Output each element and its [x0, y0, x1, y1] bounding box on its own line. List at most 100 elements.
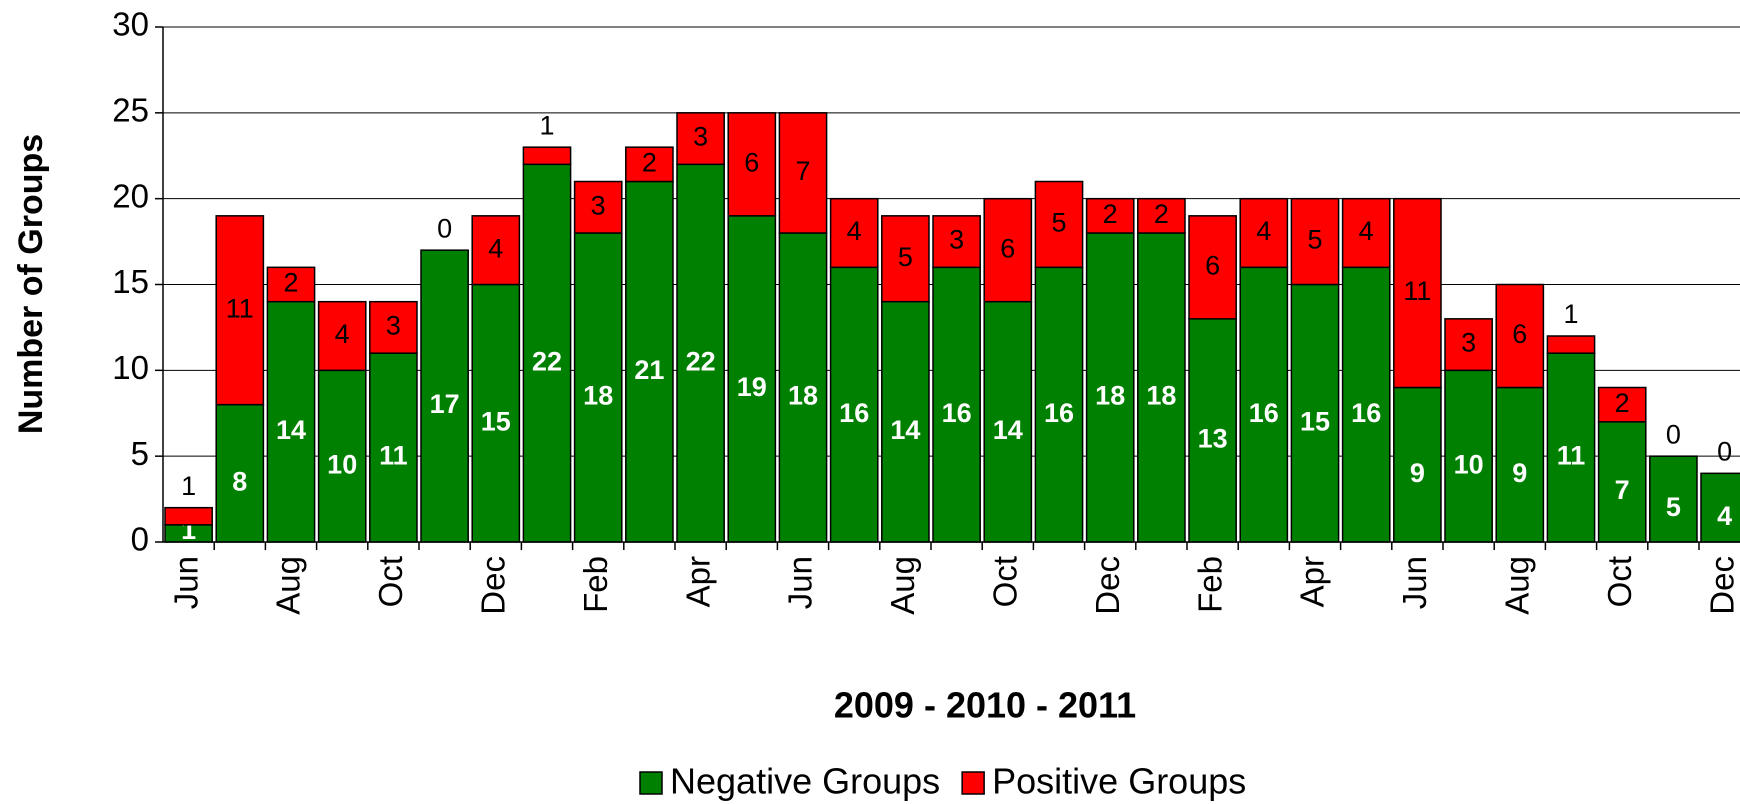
data-label: 3 [1461, 328, 1476, 358]
data-label: 18 [583, 381, 613, 411]
bar-segment [932, 215, 981, 269]
bar-segment [266, 266, 316, 303]
bar-segment [676, 112, 725, 166]
data-label: 0 [1666, 419, 1681, 449]
data-label: 2 [1154, 199, 1169, 229]
bar-segment [1085, 197, 1135, 234]
bar-segment [215, 215, 265, 406]
y-tick-label: 25 [112, 92, 149, 129]
data-label: 11 [1557, 441, 1586, 471]
data-label: 15 [1300, 406, 1330, 436]
bar-segment [1137, 197, 1186, 234]
data-label: 9 [1410, 458, 1425, 488]
data-label: 16 [942, 398, 972, 428]
data-label: 4 [488, 233, 503, 263]
bar-segment [369, 300, 418, 354]
data-label: 2 [283, 268, 298, 298]
data-label: 16 [1351, 398, 1381, 428]
data-label: 1 [181, 471, 196, 501]
legend-swatch [961, 771, 985, 795]
data-label: 5 [1666, 492, 1681, 522]
bar-segment [983, 197, 1033, 303]
bar-segment [317, 300, 367, 372]
data-label: 2 [1103, 199, 1118, 229]
legend-label: Positive Groups [992, 761, 1246, 802]
data-label: 10 [327, 449, 357, 479]
data-label: 11 [1403, 276, 1431, 306]
x-tick-label: Dec [1703, 556, 1740, 615]
bar-segment [1546, 335, 1596, 354]
bar-segment [471, 283, 521, 543]
y-tick-label: 30 [112, 6, 149, 43]
data-label: 19 [737, 372, 767, 402]
bar-segment [625, 146, 674, 183]
data-label: 16 [1249, 398, 1279, 428]
bar-segment [573, 180, 623, 234]
data-label: 18 [788, 381, 818, 411]
bar-segment [522, 163, 572, 543]
data-label: 5 [898, 242, 913, 272]
bar-segment [778, 112, 828, 234]
x-tick-label: Jun [1396, 556, 1433, 609]
x-tick-label: Aug [1499, 556, 1536, 615]
data-label: 1 [539, 110, 554, 140]
bar-segment [471, 215, 521, 286]
data-label: 6 [1205, 250, 1220, 280]
data-label: 14 [890, 415, 920, 445]
bar-segment [522, 146, 572, 166]
x-tick-label: Oct [1601, 556, 1638, 607]
bar-segment [1290, 197, 1340, 286]
bar-segment [1188, 215, 1237, 320]
data-label: 21 [634, 355, 664, 385]
bar-segment [1649, 455, 1698, 543]
data-label: 7 [795, 156, 810, 186]
bar-segment [1495, 283, 1545, 389]
data-label: 4 [335, 319, 350, 349]
bar-segment [1239, 197, 1289, 269]
data-label: 4 [847, 216, 862, 246]
legend-label: Negative Groups [670, 761, 940, 802]
bar-segment [369, 352, 418, 543]
bar-segment [829, 197, 879, 269]
data-label: 4 [1256, 216, 1271, 246]
bar-segment [727, 112, 777, 217]
data-label: 7 [1615, 475, 1630, 505]
x-tick-label: Jun [782, 556, 819, 609]
data-label: 14 [993, 415, 1023, 445]
x-tick-label: Aug [270, 556, 307, 615]
bar-segment [1393, 197, 1442, 389]
data-label: 3 [386, 311, 401, 341]
data-label: 4 [1717, 501, 1732, 531]
data-label: 6 [744, 147, 759, 177]
data-label: 2 [642, 147, 657, 177]
data-label: 3 [949, 225, 964, 255]
bar-segment [1034, 180, 1084, 269]
bar-segment [1393, 386, 1442, 543]
data-label: 3 [693, 122, 708, 152]
x-tick-label: Oct [372, 556, 409, 607]
data-label: 18 [1095, 381, 1125, 411]
bar-segment [1495, 386, 1545, 543]
x-tick-label: Jun [167, 556, 204, 609]
y-tick-label: 10 [112, 349, 149, 386]
x-tick-label: Feb [577, 556, 614, 613]
bar-segment [881, 215, 930, 303]
data-label: 13 [1198, 424, 1228, 454]
data-label: 16 [1044, 398, 1074, 428]
bar-segment [1290, 283, 1340, 543]
y-tick-label: 0 [131, 521, 149, 558]
y-tick-label: 15 [112, 263, 149, 300]
bar-segment [1239, 266, 1289, 543]
bar-segment [727, 215, 777, 543]
x-tick-label: Oct [987, 556, 1024, 607]
bar-segment [1444, 318, 1493, 372]
data-label: 11 [226, 293, 254, 323]
data-label: 6 [1512, 319, 1527, 349]
y-axis-title: Number of Groups [12, 134, 50, 434]
bar-segment [829, 266, 879, 543]
data-label: 0 [1717, 436, 1732, 466]
data-label: 10 [1454, 449, 1484, 479]
data-label: 22 [686, 346, 716, 376]
data-label: 0 [437, 213, 452, 243]
bar-segment [1341, 197, 1391, 269]
